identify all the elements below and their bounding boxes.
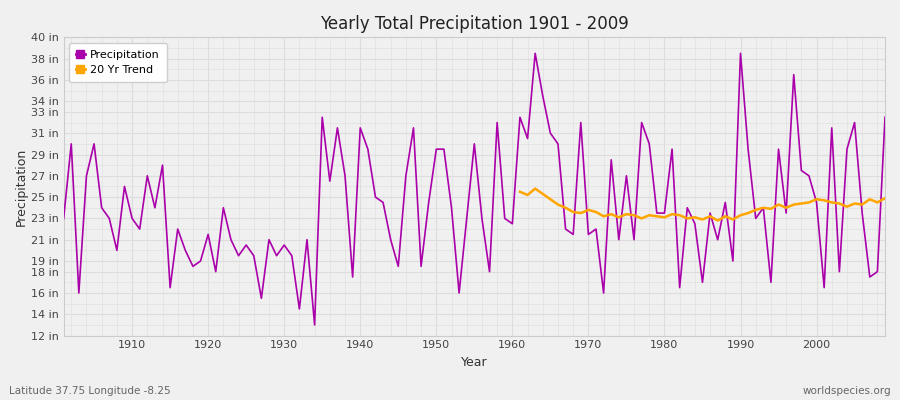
20 Yr Trend <box>842 204 852 209</box>
Precipitation <box>515 115 526 120</box>
Precipitation <box>530 51 541 56</box>
20 Yr Trend <box>879 196 890 200</box>
20 Yr Trend <box>773 202 784 207</box>
20 Yr Trend <box>819 198 830 203</box>
20 Yr Trend <box>742 211 753 216</box>
20 Yr Trend <box>628 213 639 218</box>
20 Yr Trend <box>811 197 822 202</box>
20 Yr Trend <box>560 205 571 210</box>
20 Yr Trend <box>614 215 625 220</box>
20 Yr Trend <box>804 200 814 205</box>
20 Yr Trend <box>826 200 837 205</box>
Precipitation <box>507 221 517 226</box>
20 Yr Trend <box>652 214 662 219</box>
20 Yr Trend <box>705 214 716 219</box>
20 Yr Trend <box>796 201 806 206</box>
20 Yr Trend <box>712 218 723 223</box>
Y-axis label: Precipitation: Precipitation <box>15 147 28 226</box>
20 Yr Trend <box>667 212 678 216</box>
20 Yr Trend <box>568 210 579 214</box>
Text: worldspecies.org: worldspecies.org <box>803 386 891 396</box>
20 Yr Trend <box>515 189 526 194</box>
20 Yr Trend <box>636 216 647 221</box>
Precipitation <box>614 237 625 242</box>
20 Yr Trend <box>834 201 845 206</box>
Title: Yearly Total Precipitation 1901 - 2009: Yearly Total Precipitation 1901 - 2009 <box>320 15 629 33</box>
Precipitation <box>286 253 297 258</box>
20 Yr Trend <box>689 215 700 220</box>
20 Yr Trend <box>530 186 541 191</box>
20 Yr Trend <box>872 200 883 205</box>
Precipitation <box>879 115 890 120</box>
20 Yr Trend <box>575 211 586 216</box>
Line: 20 Yr Trend: 20 Yr Trend <box>520 188 885 220</box>
20 Yr Trend <box>674 213 685 218</box>
20 Yr Trend <box>780 205 791 210</box>
X-axis label: Year: Year <box>461 356 488 369</box>
20 Yr Trend <box>864 197 875 202</box>
20 Yr Trend <box>758 205 769 210</box>
20 Yr Trend <box>788 202 799 207</box>
20 Yr Trend <box>590 210 601 214</box>
20 Yr Trend <box>522 192 533 197</box>
20 Yr Trend <box>606 212 616 216</box>
20 Yr Trend <box>727 217 738 222</box>
20 Yr Trend <box>537 192 548 196</box>
Precipitation <box>339 174 350 178</box>
20 Yr Trend <box>598 214 609 219</box>
20 Yr Trend <box>766 206 777 211</box>
20 Yr Trend <box>857 202 868 207</box>
20 Yr Trend <box>583 208 594 212</box>
Line: Precipitation: Precipitation <box>64 53 885 325</box>
20 Yr Trend <box>720 214 731 219</box>
20 Yr Trend <box>735 213 746 218</box>
20 Yr Trend <box>751 208 761 212</box>
Legend: Precipitation, 20 Yr Trend: Precipitation, 20 Yr Trend <box>69 43 166 82</box>
20 Yr Trend <box>682 216 693 221</box>
20 Yr Trend <box>545 197 556 202</box>
20 Yr Trend <box>553 202 563 207</box>
20 Yr Trend <box>659 215 670 220</box>
20 Yr Trend <box>621 212 632 216</box>
20 Yr Trend <box>850 201 860 206</box>
Text: Latitude 37.75 Longitude -8.25: Latitude 37.75 Longitude -8.25 <box>9 386 171 396</box>
Precipitation <box>58 216 69 221</box>
20 Yr Trend <box>644 213 654 218</box>
Precipitation <box>310 322 320 327</box>
20 Yr Trend <box>698 217 708 222</box>
Precipitation <box>119 184 130 189</box>
